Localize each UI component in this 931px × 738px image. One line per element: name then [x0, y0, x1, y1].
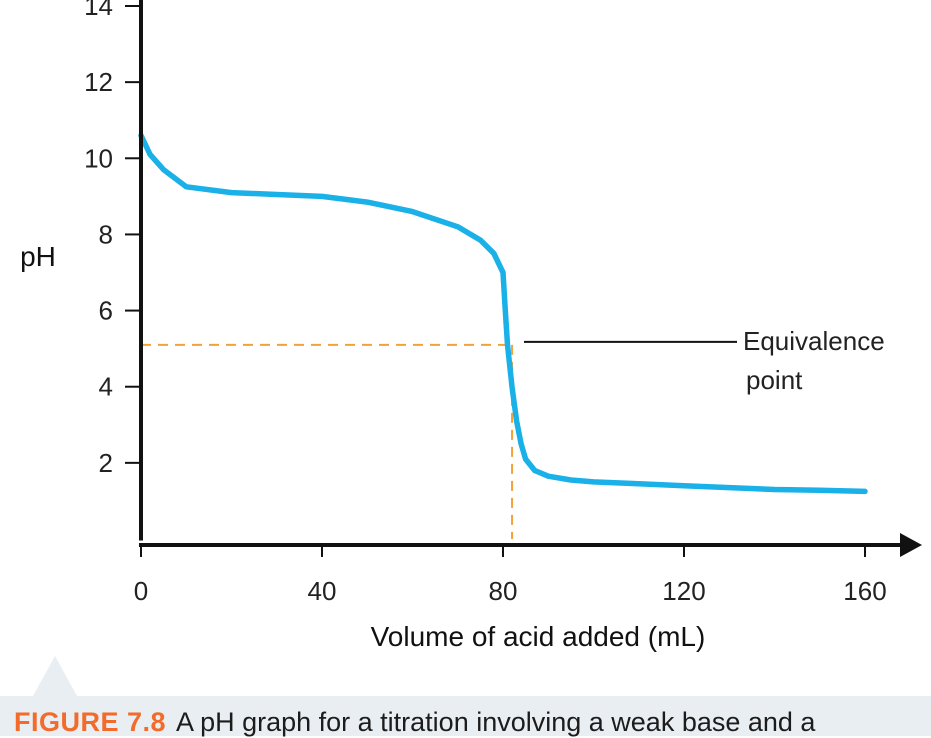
x-axis-title: Volume of acid added (mL) — [371, 621, 706, 652]
caption-body: A pH graph for a titration involving a w… — [176, 707, 816, 737]
y-tick-label: 12 — [84, 67, 113, 97]
equivalence-guide-lines — [141, 343, 514, 539]
x-axis-ticks: 0 40 80 120 160 — [134, 545, 887, 606]
y-tick-label: 4 — [99, 372, 113, 402]
axes — [139, 0, 922, 557]
y-tick-label: 10 — [84, 143, 113, 173]
x-axis-arrowhead — [900, 533, 922, 557]
y-axis-ticks: 2 4 6 8 10 12 14 — [84, 0, 141, 478]
figure-label: FIGURE 7.8 — [14, 707, 167, 737]
titration-curve — [138, 132, 868, 495]
y-tick-label: 14 — [84, 0, 113, 21]
equivalence-label-line2: point — [746, 365, 803, 395]
y-tick-label: 8 — [99, 219, 113, 249]
x-tick-label: 40 — [308, 576, 337, 606]
x-tick-label: 80 — [489, 576, 518, 606]
y-axis-title: pH — [20, 241, 56, 272]
x-tick-label: 0 — [134, 576, 148, 606]
equivalence-label-line1: Equivalence — [743, 326, 885, 356]
curve-layer — [138, 132, 868, 495]
figure-caption: FIGURE 7.8 A pH graph for a titration inv… — [14, 707, 815, 738]
y-tick-label: 2 — [99, 448, 113, 478]
titration-chart: 0 40 80 120 160 2 4 6 8 10 12 14 Volume of acid ad… — [20, 0, 922, 652]
y-tick-label: 6 — [99, 296, 113, 326]
x-tick-label: 160 — [843, 576, 886, 606]
x-tick-label: 120 — [662, 576, 705, 606]
caption-notch — [33, 656, 77, 696]
